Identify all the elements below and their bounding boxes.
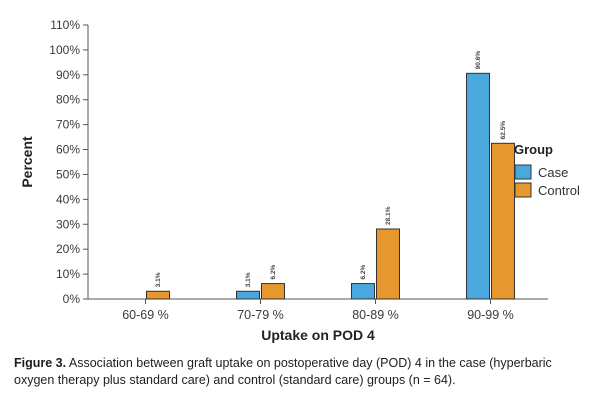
legend-title: Group [514,142,553,157]
bar-case [466,72,490,300]
y-tick-label: 80% [56,93,80,107]
x-tick-label: 70-79 % [237,308,284,322]
y-tick-label: 30% [56,217,80,231]
x-tick-label: 90-99 % [467,308,514,322]
data-label: 6.2% [270,265,277,280]
x-axis-title: Uptake on POD 4 [261,327,375,343]
x-axis: 60-69 % 70-79 % 80-89 % 90-99 % [88,298,548,322]
bars [146,72,515,300]
bar-case [236,290,260,300]
y-tick-label: 70% [56,118,80,132]
bar-control [376,228,400,300]
caption-label: Figure 3. [14,356,67,370]
data-label: 62.5% [500,121,507,140]
y-tick-label: 110% [50,18,80,32]
bar-control [261,283,285,300]
y-axis-title: Percent [19,136,35,188]
data-label: 3.1% [245,272,252,287]
y-tick-label: 60% [56,143,80,157]
legend-swatch-case [514,164,532,180]
legend: Group Case Control [514,142,580,198]
data-label: 28.1% [385,206,392,225]
y-tick-label: 90% [56,68,80,82]
data-labels: 3.1% 3.1% 6.2% 6.2% 28.1% 90.6% 62.5% [155,51,507,288]
legend-label-control: Control [538,183,580,198]
bar-chart: 0% 10% 20% 30% 40% 50% 60% 70% 80% 90% 100% 110% 60… [19,18,580,343]
legend-swatch-control [514,182,532,198]
bar-control [491,142,515,300]
x-tick-label: 80-89 % [352,308,399,322]
y-tick-label: 100% [49,43,80,57]
y-tick-label: 10% [56,267,80,281]
data-label: 3.1% [155,272,162,287]
bar-control [146,290,170,300]
caption-text: Association between graft uptake on post… [14,356,552,387]
bar-case [351,283,375,300]
y-axis: 0% 10% 20% 30% 40% 50% 60% 70% 80% 90% 100% 110% [49,18,89,306]
data-label: 6.2% [360,265,367,280]
figure-caption: Figure 3. Association between graft upta… [14,355,589,389]
y-tick-label: 50% [56,167,80,181]
x-tick-label: 60-69 % [122,308,169,322]
y-tick-label: 0% [63,292,81,306]
y-tick-label: 40% [56,192,80,206]
y-tick-label: 20% [56,242,80,256]
legend-label-case: Case [538,165,568,180]
data-label: 90.6% [475,51,482,70]
